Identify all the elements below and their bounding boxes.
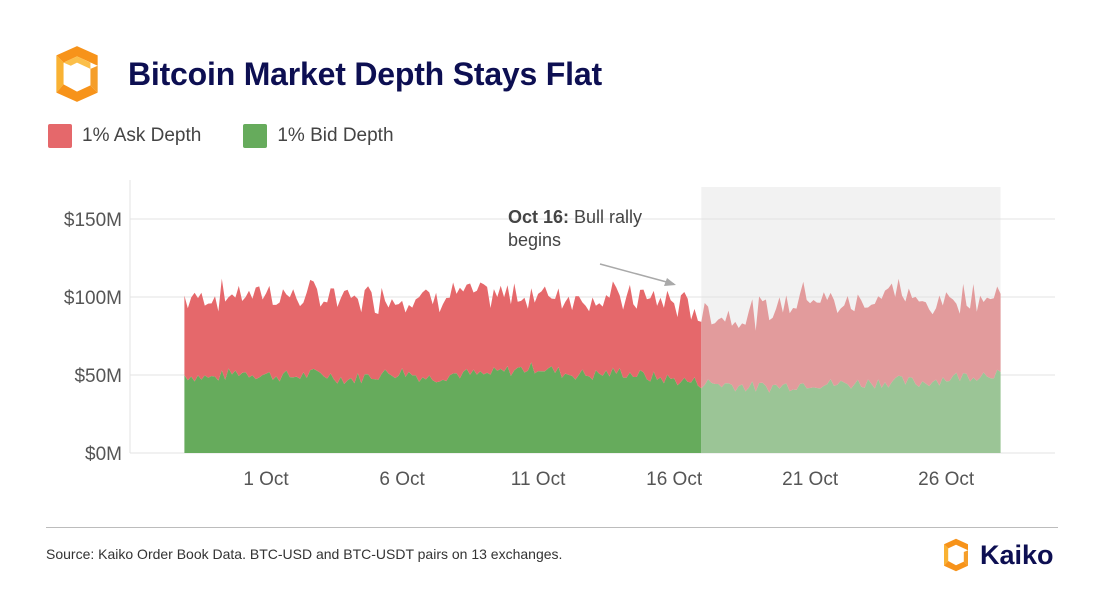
annotation-arrow-head (664, 278, 676, 286)
series-bid-area (184, 362, 702, 453)
brand: Kaiko (938, 537, 1054, 573)
y-tick-label-0: $0M (85, 444, 122, 465)
series-bid-area-highlighted (701, 369, 1001, 453)
x-tick-label-0: 1 Oct (243, 469, 289, 490)
series-ask-area (184, 278, 702, 389)
chart-legend: 1% Ask Depth 1% Bid Depth (48, 124, 436, 148)
market-depth-chart: $0M $50M $100M $150M 1 Oct 6 Oct 11 Oct 16 Oct 2… (64, 180, 1055, 490)
x-tick-label-4: 21 Oct (782, 469, 839, 490)
legend-label-bid: 1% Bid Depth (277, 125, 394, 146)
annotation-arrow-line (599, 263, 675, 285)
chart-header: Bitcoin Market Depth Stays Flat (46, 44, 602, 104)
y-tick-label-3: $150M (64, 210, 122, 231)
legend-item-ask: 1% Ask Depth (48, 124, 201, 148)
brand-name: Kaiko (980, 539, 1054, 570)
x-tick-label-2: 11 Oct (511, 469, 566, 490)
x-tick-label-3: 16 Oct (646, 469, 703, 490)
x-tick-label-5: 26 Oct (918, 469, 975, 490)
y-tick-label-2: $100M (64, 288, 122, 309)
kaiko-logo-icon (56, 46, 98, 102)
source-note: Source: Kaiko Order Book Data. BTC-USD a… (46, 546, 563, 562)
series-ask-area-highlighted (701, 278, 1001, 393)
y-tick-label-1: $50M (74, 366, 122, 387)
x-tick-label-1: 6 Oct (379, 469, 425, 490)
kaiko-brand-icon (944, 538, 968, 572)
legend-swatch-ask (48, 124, 72, 148)
legend-label-ask: 1% Ask Depth (82, 125, 202, 146)
page-title: Bitcoin Market Depth Stays Flat (128, 55, 602, 92)
footer-divider (46, 527, 1058, 528)
legend-item-bid: 1% Bid Depth (243, 124, 394, 148)
legend-swatch-bid (243, 124, 268, 148)
annotation-text: Oct 16: Bull rally (508, 207, 642, 227)
annotation-text-line2: begins (508, 230, 561, 250)
